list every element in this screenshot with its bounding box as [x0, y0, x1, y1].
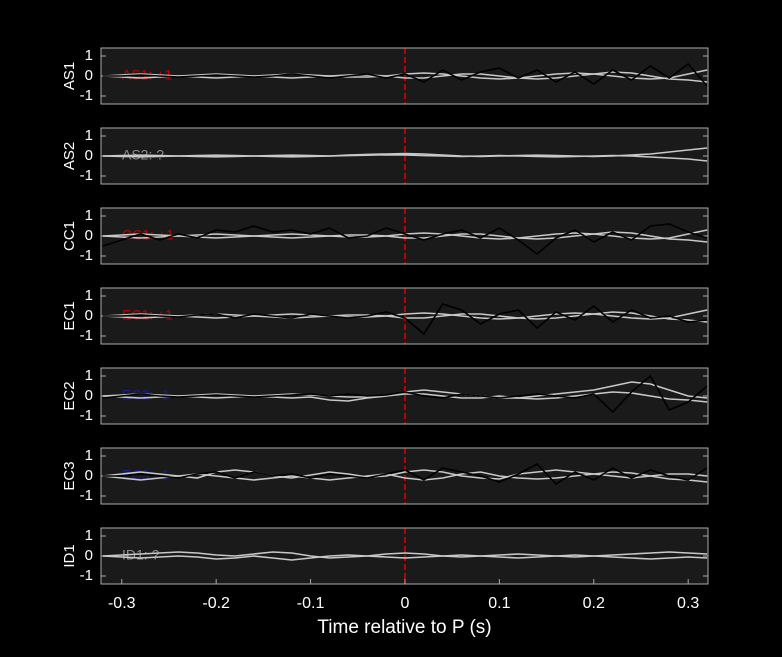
- y-tick-label: -1: [80, 247, 93, 264]
- y-axis-label: AS1: [61, 62, 78, 90]
- y-tick-label: -1: [80, 87, 93, 104]
- plot-frame: [100, 207, 709, 265]
- y-tick-label: 0: [85, 307, 93, 324]
- y-tick-label: 1: [85, 367, 93, 384]
- y-tick-label: -1: [80, 407, 93, 424]
- y-tick-label: 0: [85, 67, 93, 84]
- trace: [102, 469, 708, 480]
- y-axis-label: EC3: [61, 461, 78, 490]
- plot-frame: [100, 47, 709, 105]
- y-axis-label: ID1: [61, 544, 78, 567]
- y-axis-label: AS2: [61, 142, 78, 170]
- x-tick-label: -0.2: [202, 595, 230, 612]
- x-tick-label: 0.3: [677, 595, 699, 612]
- y-tick-label: 1: [85, 47, 93, 64]
- x-tick-label: -0.3: [108, 595, 136, 612]
- trace: [102, 391, 708, 403]
- y-axis-label: EC2: [61, 381, 78, 410]
- y-tick-label: -1: [80, 327, 93, 344]
- trace: [102, 153, 708, 162]
- plot-frame: [100, 447, 709, 505]
- y-tick-label: 0: [85, 547, 93, 564]
- trace: [102, 551, 708, 559]
- trace: [102, 554, 708, 561]
- y-tick-label: 1: [85, 527, 93, 544]
- x-axis-label: Time relative to P (s): [317, 617, 491, 638]
- trace: [102, 463, 708, 486]
- trace: [102, 303, 708, 336]
- y-tick-label: -1: [80, 567, 93, 584]
- y-axis-label: CC1: [61, 221, 78, 251]
- y-tick-label: 0: [85, 227, 93, 244]
- y-tick-label: 1: [85, 127, 93, 144]
- trace: [102, 374, 708, 414]
- y-tick-label: 1: [85, 207, 93, 224]
- y-tick-label: 1: [85, 287, 93, 304]
- y-tick-label: -1: [80, 487, 93, 504]
- x-tick-label: -0.1: [297, 595, 325, 612]
- plot-frame: [100, 287, 709, 345]
- y-tick-label: 0: [85, 467, 93, 484]
- y-tick-label: -1: [80, 167, 93, 184]
- trace: [102, 62, 708, 87]
- trace: [102, 223, 708, 256]
- plot-frame: [100, 367, 709, 425]
- y-tick-label: 0: [85, 387, 93, 404]
- x-tick-label: 0: [401, 595, 410, 612]
- x-tick-label: 0.2: [583, 595, 605, 612]
- y-tick-label: 1: [85, 447, 93, 464]
- plot-frame: [100, 127, 709, 185]
- trace: [102, 309, 708, 320]
- y-axis-label: EC1: [61, 301, 78, 330]
- trace: [102, 71, 708, 83]
- y-tick-label: 0: [85, 147, 93, 164]
- x-tick-label: 0.1: [488, 595, 510, 612]
